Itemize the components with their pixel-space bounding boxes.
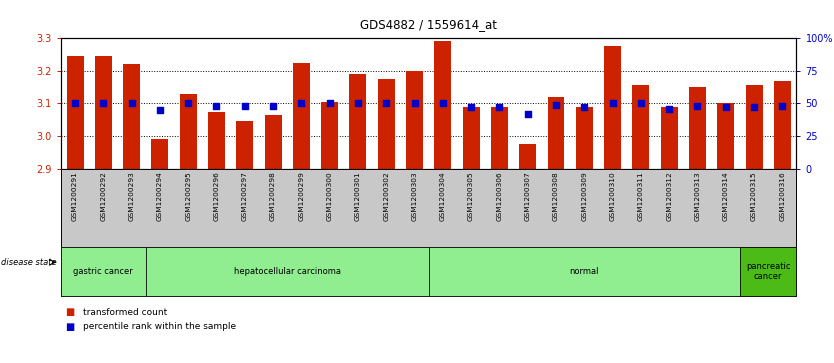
Point [97,101,110,106]
Text: GSM1200297: GSM1200297 [242,171,248,221]
Bar [491,107,508,169]
Text: GDS4882 / 1559614_at: GDS4882 / 1559614_at [360,18,497,31]
Bar [435,41,451,169]
Bar [717,103,734,169]
Point [182,101,195,106]
Text: disease state: disease state [1,258,57,267]
Point [550,102,563,108]
Bar [520,144,536,169]
Point [578,105,591,110]
Text: GSM1200308: GSM1200308 [553,171,559,221]
Point [662,106,676,111]
Point [239,103,252,109]
Point [125,101,138,106]
Text: GSM1200303: GSM1200303 [411,171,418,221]
Bar [575,107,593,169]
Point [294,101,308,106]
Bar [463,107,480,169]
Point [605,101,619,106]
Bar [179,94,197,169]
Text: GSM1200314: GSM1200314 [723,171,729,221]
Point [436,101,450,106]
Text: GSM1200296: GSM1200296 [214,171,219,221]
Text: pancreatic
cancer: pancreatic cancer [746,262,791,281]
Point [691,103,704,109]
Bar [236,121,254,169]
Point [776,103,789,109]
Point [634,101,647,106]
Point [719,105,732,110]
Bar [746,85,762,169]
Text: GSM1200293: GSM1200293 [128,171,134,221]
Bar [661,107,678,169]
Text: normal: normal [570,267,599,276]
Point [351,101,364,106]
Bar [321,102,338,169]
Text: GSM1200305: GSM1200305 [468,171,474,221]
Text: GSM1200316: GSM1200316 [779,171,786,221]
Bar [632,85,650,169]
Text: GSM1200312: GSM1200312 [666,171,672,221]
Bar [689,87,706,169]
Point [408,101,421,106]
Bar [264,115,282,169]
Text: GSM1200302: GSM1200302 [384,171,389,221]
Text: GSM1200315: GSM1200315 [751,171,757,221]
Bar [774,81,791,169]
Text: gastric cancer: gastric cancer [73,267,133,276]
Text: hepatocellular carcinoma: hepatocellular carcinoma [234,267,341,276]
Bar [293,62,310,169]
Text: transformed count: transformed count [83,308,168,317]
Point [379,101,393,106]
Point [521,111,535,117]
Text: GSM1200295: GSM1200295 [185,171,191,221]
Point [465,105,478,110]
Point [266,103,279,109]
Bar [547,97,565,169]
Text: GSM1200294: GSM1200294 [157,171,163,221]
Point [747,105,761,110]
Text: GSM1200301: GSM1200301 [355,171,361,221]
Point [68,101,82,106]
Text: ■: ■ [65,307,74,317]
Text: GSM1200298: GSM1200298 [270,171,276,221]
Text: GSM1200299: GSM1200299 [299,171,304,221]
Text: GSM1200291: GSM1200291 [72,171,78,221]
Text: GSM1200307: GSM1200307 [525,171,530,221]
Bar [604,46,621,169]
Point [210,103,224,109]
Bar [152,139,168,169]
Text: GSM1200311: GSM1200311 [638,171,644,221]
Bar [378,79,394,169]
Bar [208,111,225,169]
Text: GSM1200310: GSM1200310 [610,171,615,221]
Text: percentile rank within the sample: percentile rank within the sample [83,322,237,331]
Bar [123,64,140,169]
Text: GSM1200306: GSM1200306 [496,171,502,221]
Text: GSM1200292: GSM1200292 [100,171,106,221]
Bar [67,56,83,169]
Text: GSM1200300: GSM1200300 [327,171,333,221]
Text: GSM1200313: GSM1200313 [695,171,701,221]
Bar [95,56,112,169]
Point [323,101,336,106]
Bar [349,74,366,169]
Text: GSM1200304: GSM1200304 [440,171,446,221]
Point [493,105,506,110]
Text: ■: ■ [65,322,74,332]
Point [153,107,167,113]
Text: GSM1200309: GSM1200309 [581,171,587,221]
Bar [406,71,423,169]
